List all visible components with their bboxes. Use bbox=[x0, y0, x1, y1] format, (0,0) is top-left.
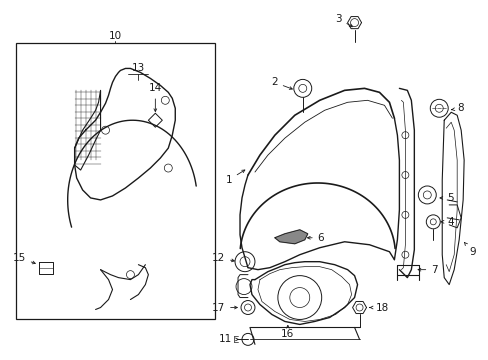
Text: 5: 5 bbox=[439, 193, 453, 203]
Text: 14: 14 bbox=[148, 84, 162, 112]
Text: 3: 3 bbox=[334, 14, 352, 27]
Text: 13: 13 bbox=[132, 63, 145, 73]
Text: 15: 15 bbox=[13, 253, 35, 264]
Text: 4: 4 bbox=[440, 217, 453, 227]
Text: 1: 1 bbox=[225, 170, 244, 185]
Text: 9: 9 bbox=[464, 242, 475, 257]
Text: 11: 11 bbox=[218, 334, 238, 345]
Text: 6: 6 bbox=[307, 233, 324, 243]
Text: 17: 17 bbox=[211, 302, 237, 312]
Text: 16: 16 bbox=[281, 325, 294, 339]
Text: 10: 10 bbox=[109, 31, 122, 41]
Text: 18: 18 bbox=[369, 302, 388, 312]
Text: 8: 8 bbox=[450, 103, 463, 113]
Text: 12: 12 bbox=[211, 253, 234, 263]
Polygon shape bbox=[274, 230, 307, 244]
Bar bbox=[16, 42, 215, 319]
Text: 2: 2 bbox=[271, 77, 292, 89]
Text: 7: 7 bbox=[417, 265, 437, 275]
